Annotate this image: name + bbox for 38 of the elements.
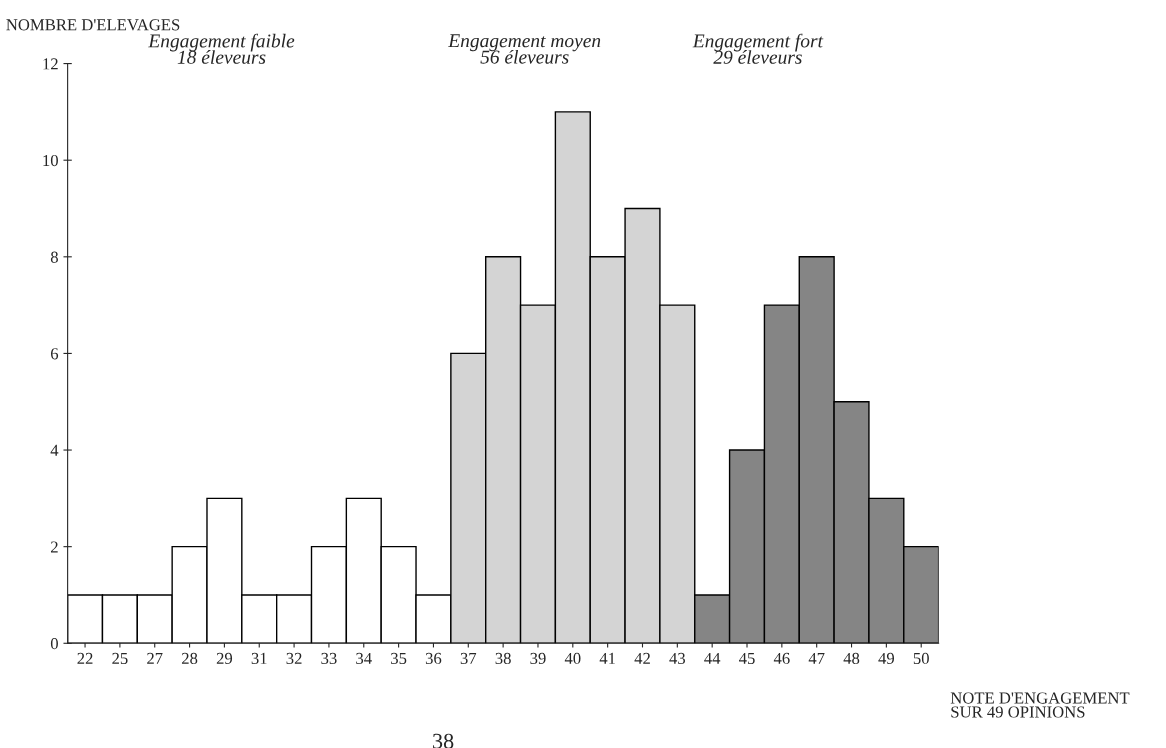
x-tick-label: 48: [843, 652, 860, 665]
x-tick-label: 50: [913, 652, 929, 665]
y-tick-label: 10: [43, 154, 58, 167]
x-tick-label: 40: [564, 652, 581, 665]
y-tick-label: 0: [50, 637, 58, 650]
x-tick-label: 22: [77, 652, 93, 664]
x-tick-label: 43: [669, 652, 686, 665]
x-tick-label: 39: [530, 652, 546, 665]
y-tick-label: 6: [50, 348, 59, 360]
annotation: Engagement moyen 56 éleveurs: [448, 34, 601, 64]
x-tick-label: 36: [425, 652, 442, 665]
x-tick-label: 28: [181, 652, 198, 665]
y-tick-label: 2: [51, 541, 58, 553]
x-tick-label: 42: [634, 652, 650, 664]
x-tick-label: 25: [112, 652, 128, 665]
annotation: Engagement faible 18 éleveurs: [148, 33, 295, 64]
x-tick-label: 46: [773, 652, 790, 665]
x-tick-label: 41: [599, 652, 615, 664]
x-tick-label: 45: [739, 652, 755, 665]
annotation: Engagement fort 29 éleveurs: [692, 33, 824, 64]
x-tick-label: 37: [460, 652, 477, 665]
x-tick-label: 31: [251, 652, 267, 665]
x-tick-label: 44: [704, 652, 721, 664]
x-tick-label: 35: [391, 652, 407, 665]
y-axis-title: NOMBRE D'ELEVAGES: [6, 19, 180, 31]
x-tick-label: 27: [147, 652, 163, 664]
x-tick-label: 47: [808, 652, 825, 664]
x-axis-title: NOTE D'ENGAGEMENT SUR 49 OPINIONS: [950, 692, 1130, 718]
x-tick-label: 34: [356, 652, 372, 665]
text: 38: [433, 733, 454, 748]
y-tick-label: 12: [43, 58, 58, 70]
x-tick-label: 33: [321, 652, 337, 665]
x-tick-label: 49: [878, 652, 895, 665]
x-tick-label: 29: [216, 652, 233, 665]
y-tick-label: 8: [50, 251, 58, 263]
x-tick-label: 38: [495, 652, 511, 665]
y-tick-label: 4: [50, 444, 59, 456]
x-tick-label: 32: [286, 652, 302, 665]
